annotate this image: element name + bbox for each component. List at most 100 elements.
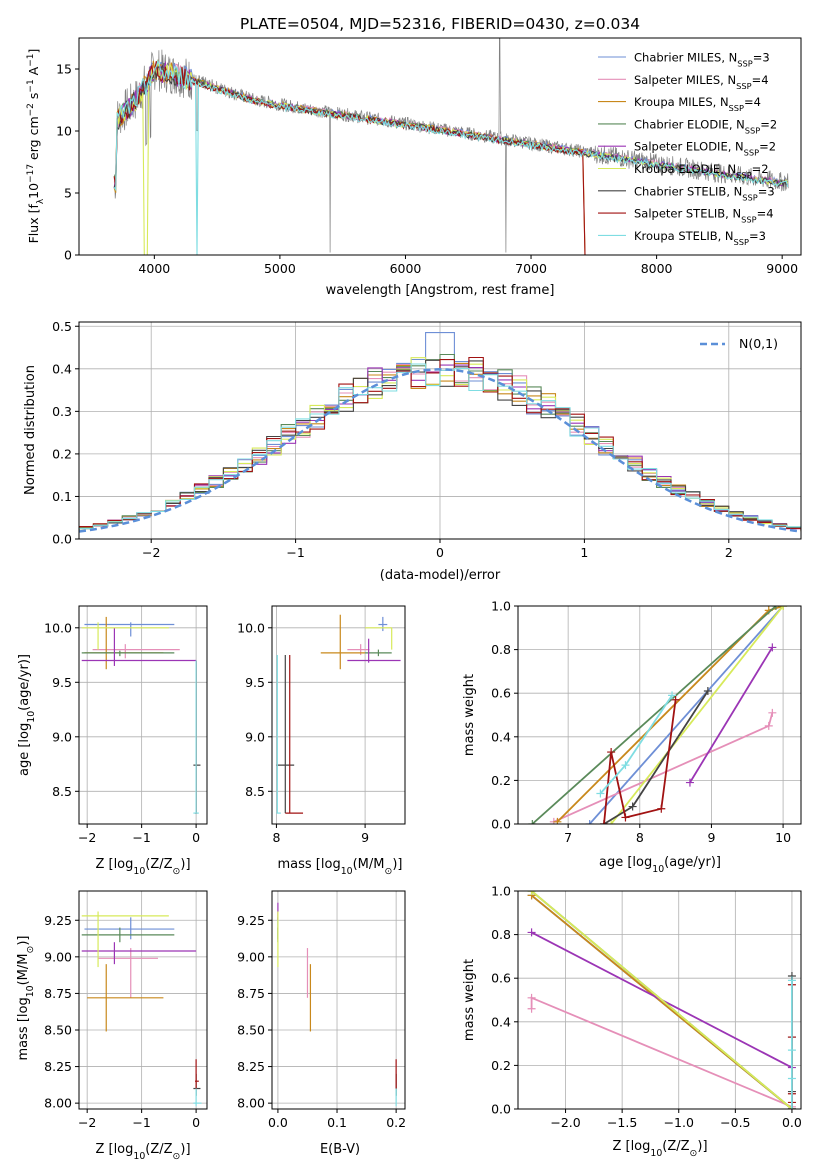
axes-frame: [78, 605, 208, 825]
y-axis-label: Normed distribution: [23, 365, 38, 495]
y-tick-label: 1.0: [491, 599, 511, 614]
weight-point-marker: [528, 820, 537, 824]
x-tick-label: 0.2: [386, 1115, 406, 1130]
x-tick-label: 9: [361, 830, 369, 845]
plot-area: [81, 616, 201, 814]
weight-point-marker: [787, 976, 796, 985]
histogram-axes: −2 −1 0 1 2 0.0 0.1 0.2 0.3 0.4 0.5 Normed distribu…: [23, 319, 802, 583]
y-axis-label: Flux [fλ10−17 erg cm−2 s−1 A−1]: [26, 49, 46, 244]
x-tick-label: 9: [707, 830, 715, 845]
y-tick-label: 0.0: [52, 532, 72, 547]
y-tick-label: 8.00: [44, 1096, 72, 1111]
y-tick-label: 10.0: [44, 620, 72, 635]
y-tick-label: 9.5: [52, 675, 72, 690]
y-tick-label: 0.2: [52, 446, 72, 461]
legend-entry: Kroupa ELODIE, NSSP=2: [634, 162, 769, 180]
y-tick-label: 0.8: [491, 927, 511, 942]
plot-area: [276, 614, 401, 814]
x-tick-label: 0: [192, 830, 200, 845]
y-tick-label: 9.00: [237, 949, 265, 964]
x-axis-label: Z [log10(Z/Z⊙)]: [95, 857, 190, 877]
x-tick-label: −1.0: [664, 1115, 694, 1130]
axes-frame: [517, 890, 802, 1110]
x-axis-label: age [log10(age/yr)]: [599, 855, 721, 875]
y-axis-label: age [log10(age/yr)]: [17, 654, 37, 776]
weight-point-marker: [527, 993, 536, 1002]
y-tick-label: 8.75: [237, 986, 265, 1001]
y-tick-label: 10: [56, 124, 72, 139]
x-tick-label: −1: [132, 830, 150, 845]
x-axis-label: (data-model)/error: [380, 568, 501, 583]
x-tick-label: −0.5: [720, 1115, 750, 1130]
weight-point-marker: [787, 1074, 796, 1083]
weight-point-marker: [771, 606, 780, 610]
y-tick-label: 0.4: [52, 361, 72, 376]
weight-point-marker: [585, 820, 594, 824]
x-tick-label: 6000: [390, 261, 422, 276]
legend-entry: Chabrier ELODIE, NSSP=2: [634, 117, 777, 135]
y-tick-label: 0.4: [491, 729, 511, 744]
x-tick-label: 0: [436, 545, 444, 560]
y-tick-label: 8.25: [237, 1059, 265, 1074]
weight-point-marker: [527, 1004, 536, 1013]
y-tick-label: 9.5: [245, 675, 265, 690]
y-axis-label: mass weight: [462, 674, 477, 756]
x-tick-label: 1: [580, 545, 588, 560]
y-tick-label: 9.25: [237, 913, 265, 928]
legend-entry: Kroupa STELIB, NSSP=3: [634, 229, 766, 247]
weight-point-marker: [596, 789, 605, 798]
axes-frame: [517, 605, 802, 825]
y-tick-label: 0.1: [52, 489, 72, 504]
x-axis-label: wavelength [Angstrom, rest frame]: [326, 283, 555, 298]
weight-series-line: [531, 606, 777, 824]
x-tick-label: 8000: [641, 261, 673, 276]
plot-area: [79, 332, 801, 533]
x-tick-label: 0.0: [782, 1115, 802, 1130]
y-tick-label: 8.50: [237, 1022, 265, 1037]
spectrum-axes: 4000 5000 6000 7000 8000 9000 0 5 10 15 Flux [fλ10…: [26, 37, 802, 298]
y-tick-label: 0.6: [491, 971, 511, 986]
y-tick-label: 0.0: [491, 1102, 511, 1117]
plot-area: [277, 902, 397, 1107]
y-tick-label: 8.5: [245, 784, 265, 799]
plot-area: [527, 891, 796, 1109]
mass-vs-Z-axes: −2 −1 0 8.00 8.25 8.50 8.75 9.00 9.25 Z [log10(Z/…: [16, 890, 208, 1162]
axes-frame: [271, 605, 406, 825]
y-tick-label: 9.0: [245, 729, 265, 744]
axes-frame: [271, 890, 406, 1110]
x-axis-label: Z [log10(Z/Z⊙)]: [95, 1142, 190, 1162]
x-tick-label: 5000: [264, 261, 296, 276]
weight-point-marker: [553, 817, 562, 824]
weight-series-line: [689, 646, 774, 784]
y-tick-label: 0.4: [491, 1014, 511, 1029]
axes-frame: [78, 890, 208, 1110]
y-tick-label: 10.0: [237, 620, 265, 635]
plot-area: [81, 911, 202, 1107]
weight-vs-age-axes: 7 8 9 10 0.0 0.2 0.4 0.6 0.8 1.0 mass weight age [l…: [462, 599, 802, 875]
y-tick-label: 8.50: [44, 1022, 72, 1037]
y-tick-label: 8.5: [52, 784, 72, 799]
x-axis-label: Z [log10(Z/Z⊙)]: [612, 1139, 707, 1159]
weight-point-marker: [768, 708, 777, 717]
histogram-steps: [79, 363, 801, 531]
weight-point-marker: [628, 802, 637, 811]
weight-point-marker: [599, 820, 608, 824]
legend-entry: Salpeter STELIB, NSSP=4: [634, 207, 774, 225]
y-tick-label: 9.25: [44, 913, 72, 928]
x-tick-label: 0: [192, 1115, 200, 1130]
legend-entry: Chabrier STELIB, NSSP=3: [634, 184, 775, 202]
gaussian-reference-line: [79, 368, 801, 533]
x-tick-label: 10: [775, 830, 791, 845]
x-tick-label: −2: [142, 545, 160, 560]
x-tick-label: 8: [272, 830, 280, 845]
y-axis-label: mass weight: [462, 959, 477, 1041]
x-tick-label: −1: [286, 545, 304, 560]
x-axis-label: mass [log10(M/M⊙)]: [278, 857, 403, 877]
legend-entry: Kroupa MILES, NSSP=4: [634, 95, 761, 113]
x-tick-label: 7000: [515, 261, 547, 276]
weight-point-marker: [787, 1105, 796, 1109]
legend-entry: N(0,1): [739, 336, 778, 351]
y-tick-label: 9.00: [44, 949, 72, 964]
y-tick-label: 0: [64, 248, 72, 263]
